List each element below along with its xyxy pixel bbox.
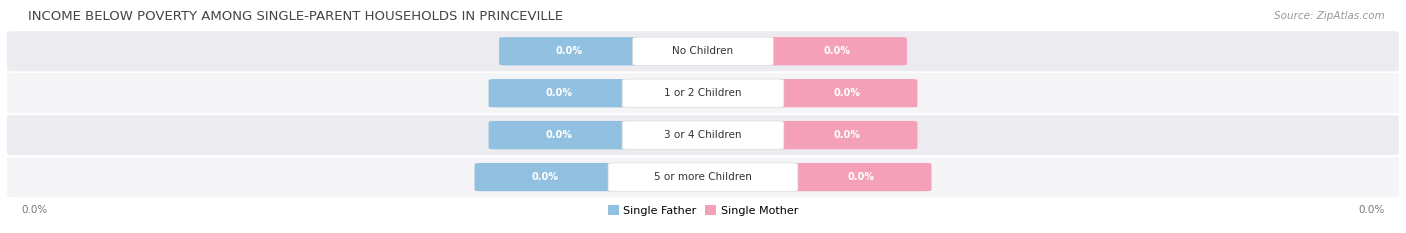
FancyBboxPatch shape — [633, 37, 773, 65]
Text: 0.0%: 0.0% — [1358, 205, 1385, 215]
Text: 0.0%: 0.0% — [555, 46, 583, 56]
Text: 5 or more Children: 5 or more Children — [654, 172, 752, 182]
FancyBboxPatch shape — [489, 79, 630, 107]
FancyBboxPatch shape — [609, 163, 799, 191]
Text: 0.0%: 0.0% — [531, 172, 558, 182]
FancyBboxPatch shape — [621, 79, 785, 107]
Text: 0.0%: 0.0% — [823, 46, 851, 56]
Text: 0.0%: 0.0% — [834, 88, 860, 98]
FancyBboxPatch shape — [475, 163, 616, 191]
Text: 0.0%: 0.0% — [546, 88, 572, 98]
FancyBboxPatch shape — [776, 79, 917, 107]
FancyBboxPatch shape — [621, 121, 785, 149]
Text: 0.0%: 0.0% — [848, 172, 875, 182]
FancyBboxPatch shape — [7, 73, 1399, 113]
Text: 0.0%: 0.0% — [834, 130, 860, 140]
Text: 3 or 4 Children: 3 or 4 Children — [664, 130, 742, 140]
Text: 0.0%: 0.0% — [546, 130, 572, 140]
FancyBboxPatch shape — [489, 121, 630, 149]
Text: Source: ZipAtlas.com: Source: ZipAtlas.com — [1274, 11, 1385, 21]
FancyBboxPatch shape — [499, 37, 640, 65]
FancyBboxPatch shape — [766, 37, 907, 65]
FancyBboxPatch shape — [7, 157, 1399, 197]
Text: INCOME BELOW POVERTY AMONG SINGLE-PARENT HOUSEHOLDS IN PRINCEVILLE: INCOME BELOW POVERTY AMONG SINGLE-PARENT… — [28, 10, 564, 23]
FancyBboxPatch shape — [7, 115, 1399, 155]
FancyBboxPatch shape — [7, 31, 1399, 71]
FancyBboxPatch shape — [790, 163, 932, 191]
Legend: Single Father, Single Mother: Single Father, Single Mother — [607, 205, 799, 216]
Text: 1 or 2 Children: 1 or 2 Children — [664, 88, 742, 98]
FancyBboxPatch shape — [776, 121, 917, 149]
Text: No Children: No Children — [672, 46, 734, 56]
Text: 0.0%: 0.0% — [21, 205, 48, 215]
